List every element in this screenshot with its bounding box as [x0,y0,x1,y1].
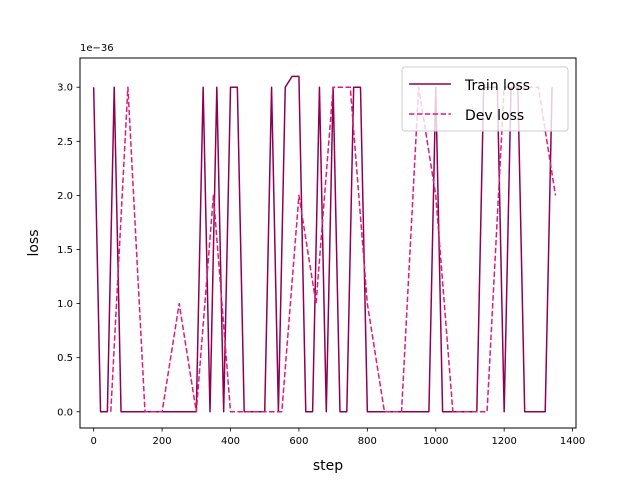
series-layer [92,75,557,413]
x-tick-label: 600 [289,436,308,447]
x-tick-label: 1200 [491,436,516,447]
plot-frame [79,57,577,429]
y-tick-label: 0.5 [57,353,73,364]
y-offset-label: 1e−36 [80,43,114,54]
legend-box [401,66,569,132]
series-line-dev-loss [110,86,557,413]
y-tick-label: 1.0 [57,299,73,310]
y-tick-label: 3.0 [57,83,73,94]
x-tick-label: 0 [90,436,96,447]
y-tick-label: 2.0 [57,191,73,202]
x-axis-title: step [313,458,343,474]
legend: Train loss Dev loss [401,66,569,132]
legend-label-train: Train loss [464,78,530,94]
y-tick-label: 0.0 [57,407,73,418]
x-tick-label: 800 [358,436,377,447]
x-tick-label: 1000 [423,436,448,447]
legend-label-dev: Dev loss [465,108,524,124]
x-axis: 0 200 400 600 800 1000 1200 1400 [90,428,585,447]
x-tick-label: 200 [153,436,172,447]
y-tick-label: 2.5 [57,137,73,148]
y-axis: 0.0 0.5 1.0 1.5 2.0 2.5 3.0 [57,83,80,418]
x-tick-label: 1400 [560,436,585,447]
x-tick-label: 400 [221,436,240,447]
y-axis-title: loss [26,229,42,256]
y-tick-label: 1.5 [57,245,73,256]
